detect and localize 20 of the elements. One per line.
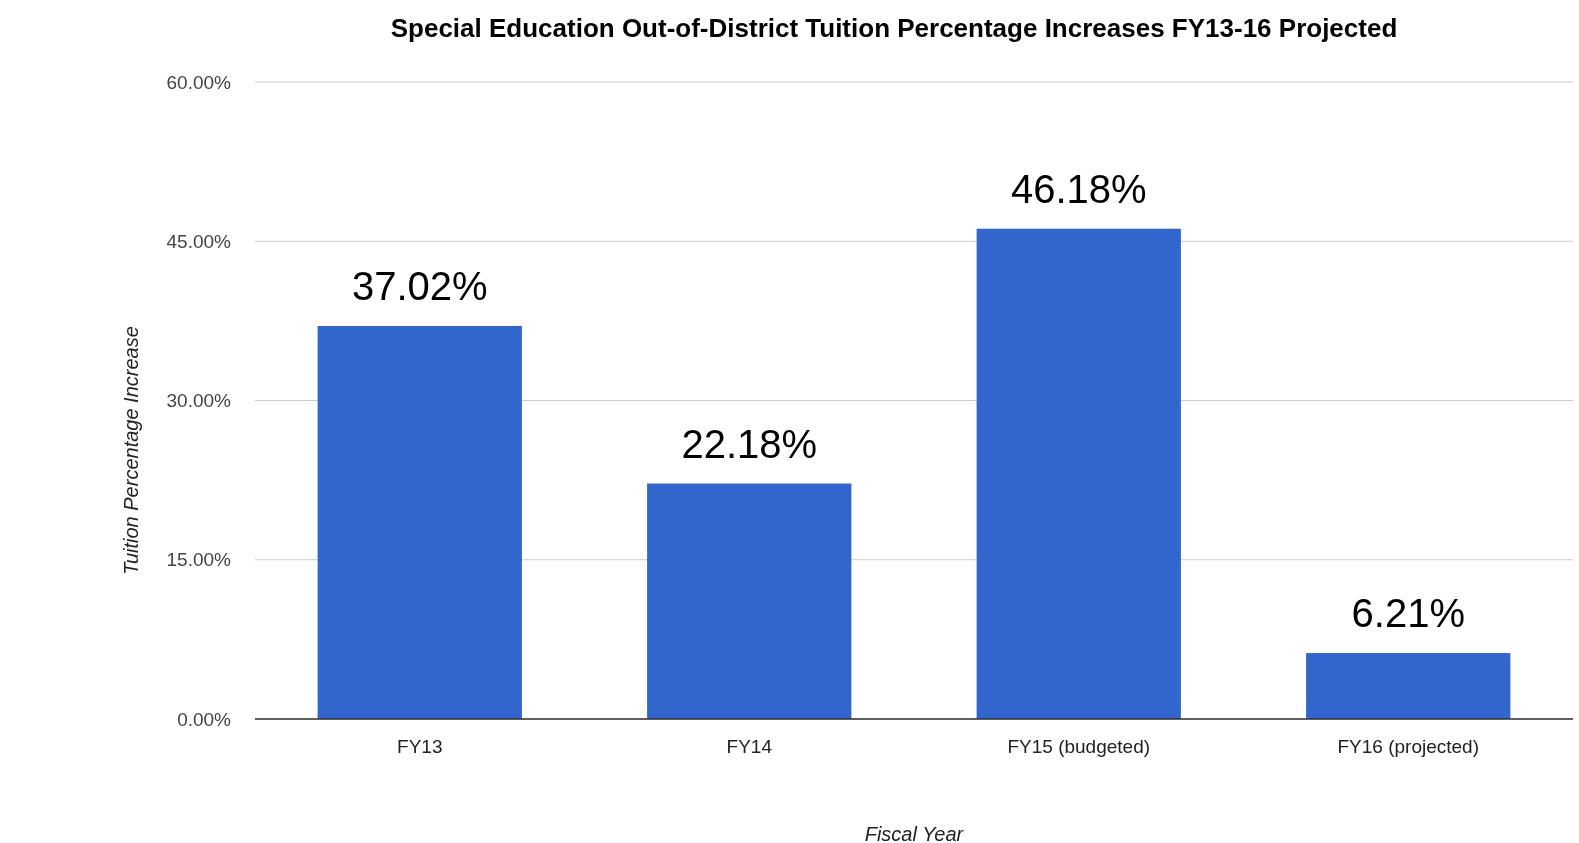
data-label: 6.21% [1351,591,1465,636]
y-tick-label: 30.00% [166,390,232,412]
x-tick-label: FY15 (budgeted) [1007,736,1151,757]
y-tick-label: 15.00% [166,549,232,571]
data-label: 37.02% [351,263,488,308]
chart-title: Special Education Out-of-District Tuition Percentage Increases FY13-16 Projected [390,13,1398,43]
x-tick-label: FY16 (projected) [1337,736,1480,757]
y-tick-label: 60.00% [166,71,232,93]
data-label: 22.18% [681,421,818,466]
data-label: 46.18% [1010,166,1147,211]
x-tick-label: FY14 [726,736,773,757]
bar [317,325,522,719]
x-axis-title: Fiscal Year [864,823,965,843]
bar [1306,653,1511,719]
bar [976,228,1181,719]
y-tick-label: 0.00% [177,708,232,730]
x-tick-label: FY13 [397,736,443,757]
bar [647,483,852,719]
y-axis-title: Tuition Percentage Increase [120,326,142,575]
y-tick-label: 45.00% [166,230,232,252]
